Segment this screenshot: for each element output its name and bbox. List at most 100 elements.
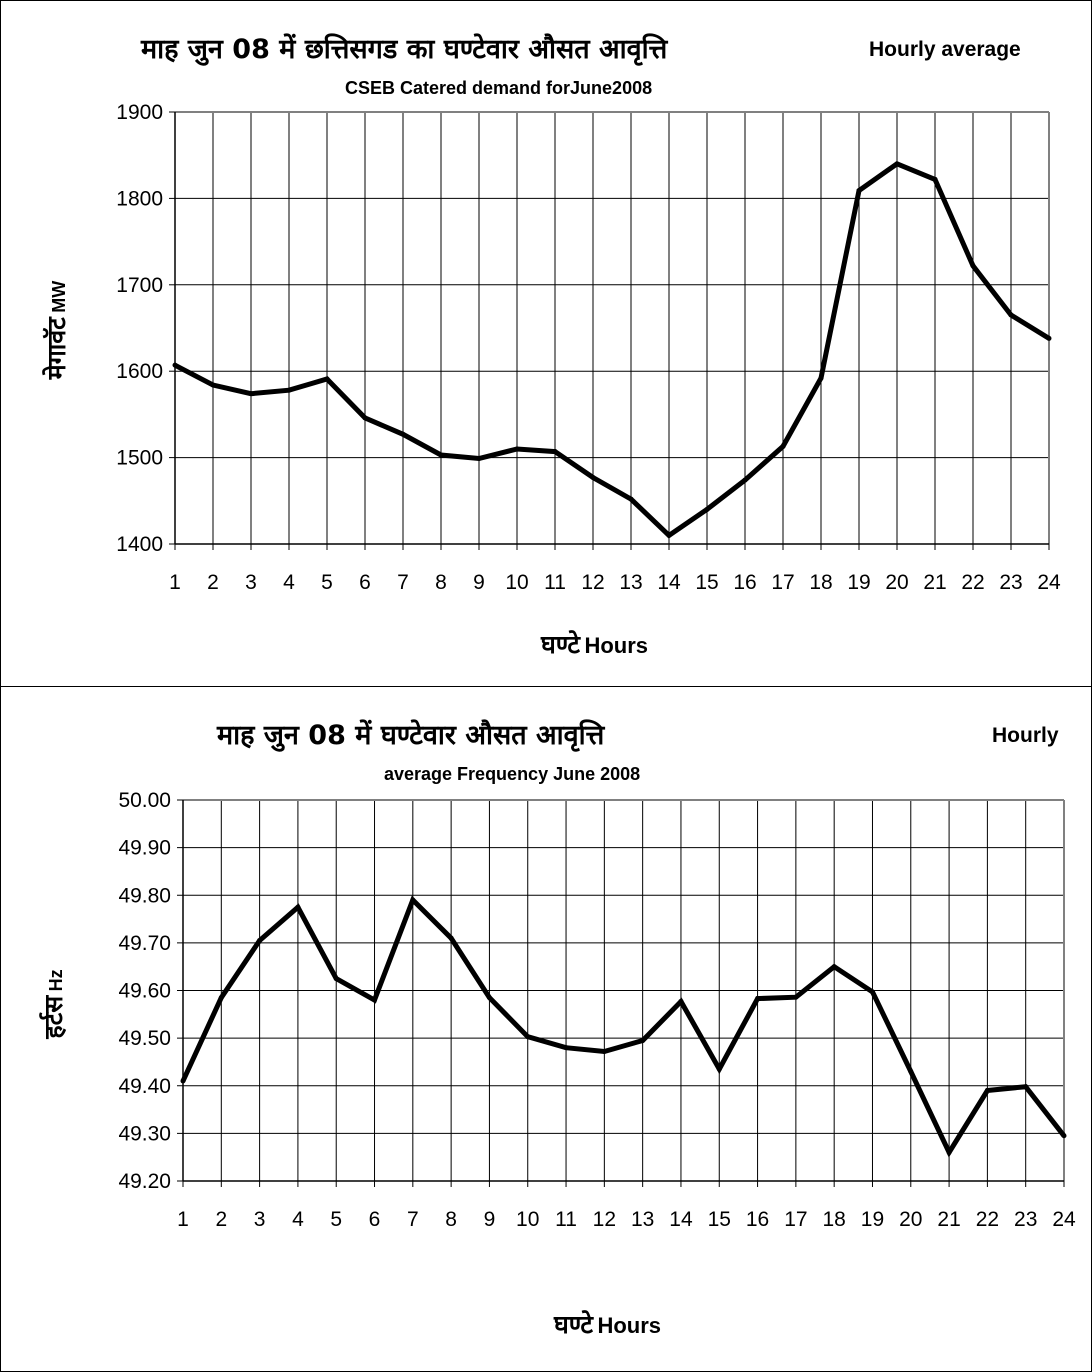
chart1-x-tick-label: 12 [581, 571, 604, 594]
chart2-x-tick-label: 5 [330, 1208, 342, 1231]
chart2-title-right: Hourly [992, 724, 1059, 747]
chart2-x-tick-label: 18 [822, 1208, 845, 1231]
chart2-y-tick-label: 50.00 [118, 789, 171, 812]
chart1-data-point [172, 362, 178, 368]
chart2-x-tick-label: 4 [292, 1208, 304, 1231]
chart1-xlabel-english: Hours [584, 633, 648, 658]
chart2-subtitle: average Frequency June 2008 [384, 764, 641, 784]
chart2-x-tick-label: 1 [177, 1208, 189, 1231]
chart1-data-point [590, 474, 596, 480]
chart2-x-tick-label: 8 [445, 1208, 457, 1231]
chart1-x-tick-label: 3 [245, 571, 257, 594]
chart2-data-point [180, 1078, 186, 1084]
chart1-subtitle: CSEB Catered demand forJune2008 [345, 78, 653, 98]
chart2-x-tick-label: 9 [484, 1208, 496, 1231]
chart2-data-point [908, 1068, 914, 1074]
demand-chart-panel: माह जुन 08 में छत्तिसगड का घण्टेवार औसत … [0, 0, 1092, 687]
chart1-x-tick-label: 24 [1037, 571, 1061, 594]
chart2-x-tick-label: 7 [407, 1208, 419, 1231]
chart2-data-point [486, 995, 492, 1001]
chart2-x-tick-label: 3 [254, 1208, 266, 1231]
chart2-data-point [601, 1048, 607, 1054]
chart1-x-tick-label: 2 [207, 571, 219, 594]
chart1-data-point [210, 382, 216, 388]
chart1-x-tick-label: 7 [397, 571, 409, 594]
chart1-data-point [780, 443, 786, 449]
chart1-series-line [173, 160, 1051, 539]
frequency-chart-panel: माह जुन 08 में घण्टेवार औसत आवृत्ति Hour… [0, 686, 1092, 1372]
chart1-x-tick-label: 14 [657, 571, 681, 594]
chart1-y-tick-label: 1600 [116, 360, 163, 383]
chart2-x-tick-label: 2 [215, 1208, 227, 1231]
chart1-data-point [552, 449, 558, 455]
chart1-title-right: Hourly average [869, 38, 1021, 61]
chart1-data-point [818, 375, 824, 381]
chart2-data-point [372, 997, 378, 1003]
chart1-x-axis-title: घण्टे Hours [541, 627, 648, 661]
chart2-data-point [946, 1149, 952, 1155]
chart2-y-tick-label: 49.40 [118, 1075, 171, 1098]
chart2-x-tick-label: 22 [976, 1208, 999, 1231]
chart1-x-tick-label: 21 [923, 571, 946, 594]
chart1-x-tick-label: 10 [505, 571, 528, 594]
chart2-x-tick-label: 15 [708, 1208, 731, 1231]
chart1-data-point [438, 452, 444, 458]
chart2-xlabel-hindi: घण्टे [554, 1310, 593, 1339]
chart1-x-tick-label: 19 [847, 571, 870, 594]
chart2-data-point [218, 995, 224, 1001]
chart2-x-tick-label: 20 [899, 1208, 922, 1231]
chart2-x-axis-title: घण्टे Hours [554, 1307, 661, 1341]
chart2-x-tick-label: 17 [784, 1208, 807, 1231]
chart1-data-point [932, 176, 938, 182]
chart1-data-point [324, 376, 330, 382]
chart2-x-tick-label: 12 [593, 1208, 616, 1231]
chart1-x-tick-label: 16 [733, 571, 756, 594]
chart2-x-tick-label: 19 [861, 1208, 884, 1231]
chart2-data-point [716, 1066, 722, 1072]
chart2-x-tick-label: 14 [669, 1208, 693, 1231]
chart2-x-tick-label: 24 [1052, 1208, 1076, 1231]
chart1-data-point [742, 477, 748, 483]
chart2-y-tick-label: 49.80 [118, 884, 171, 907]
chart1-x-tick-label: 20 [885, 571, 908, 594]
chart1-data-point [970, 263, 976, 269]
chart1-data-point [1008, 312, 1014, 318]
chart1-x-tick-label: 9 [473, 571, 485, 594]
chart1-y-tick-label: 1800 [116, 187, 163, 210]
chart2-x-tick-label: 23 [1014, 1208, 1037, 1231]
chart1-data-point [1046, 335, 1052, 341]
chart2-series-line [180, 895, 1066, 1158]
chart2-data-point [525, 1034, 531, 1040]
chart1-data-point [894, 161, 900, 167]
chart1-data-point [666, 532, 672, 538]
chart1-data-point [286, 387, 292, 393]
chart1-data-point [514, 446, 520, 452]
chart2-data-point [410, 897, 416, 903]
chart2-data-point [563, 1045, 569, 1051]
chart1-y-tick-label: 1500 [116, 447, 163, 470]
chart2-x-tick-label: 21 [937, 1208, 960, 1231]
chart1-data-point [400, 431, 406, 437]
chart2-y-tick-label: 49.20 [118, 1170, 171, 1193]
chart2-y-tick-label: 49.30 [118, 1122, 171, 1145]
chart2-x-tick-label: 10 [516, 1208, 539, 1231]
chart1-title: माह जुन 08 में छत्तिसगड का घण्टेवार औसत … [141, 34, 668, 65]
chart1-data-point [248, 391, 254, 397]
chart1-data-point [628, 496, 634, 502]
chart1-data-point [856, 188, 862, 194]
chart2-y-tick-label: 49.60 [118, 980, 171, 1003]
chart2-data-point [448, 935, 454, 941]
chart2-x-tick-label: 13 [631, 1208, 654, 1231]
chart2-y-tick-label: 49.50 [118, 1027, 171, 1050]
chart1-y-tick-label: 1400 [116, 533, 163, 556]
chart2-data-point [295, 904, 301, 910]
chart1-x-tick-label: 22 [961, 571, 984, 594]
chart1-x-tick-label: 6 [359, 571, 371, 594]
chart1-y-tick-label: 1700 [116, 274, 163, 297]
chart1-x-tick-label: 8 [435, 571, 447, 594]
chart1-xlabel-hindi: घण्टे [541, 630, 580, 659]
chart1-data-point [476, 455, 482, 461]
chart2-x-tick-label: 16 [746, 1208, 769, 1231]
chart1-x-tick-label: 15 [695, 571, 718, 594]
chart2-x-tick-label: 6 [369, 1208, 381, 1231]
